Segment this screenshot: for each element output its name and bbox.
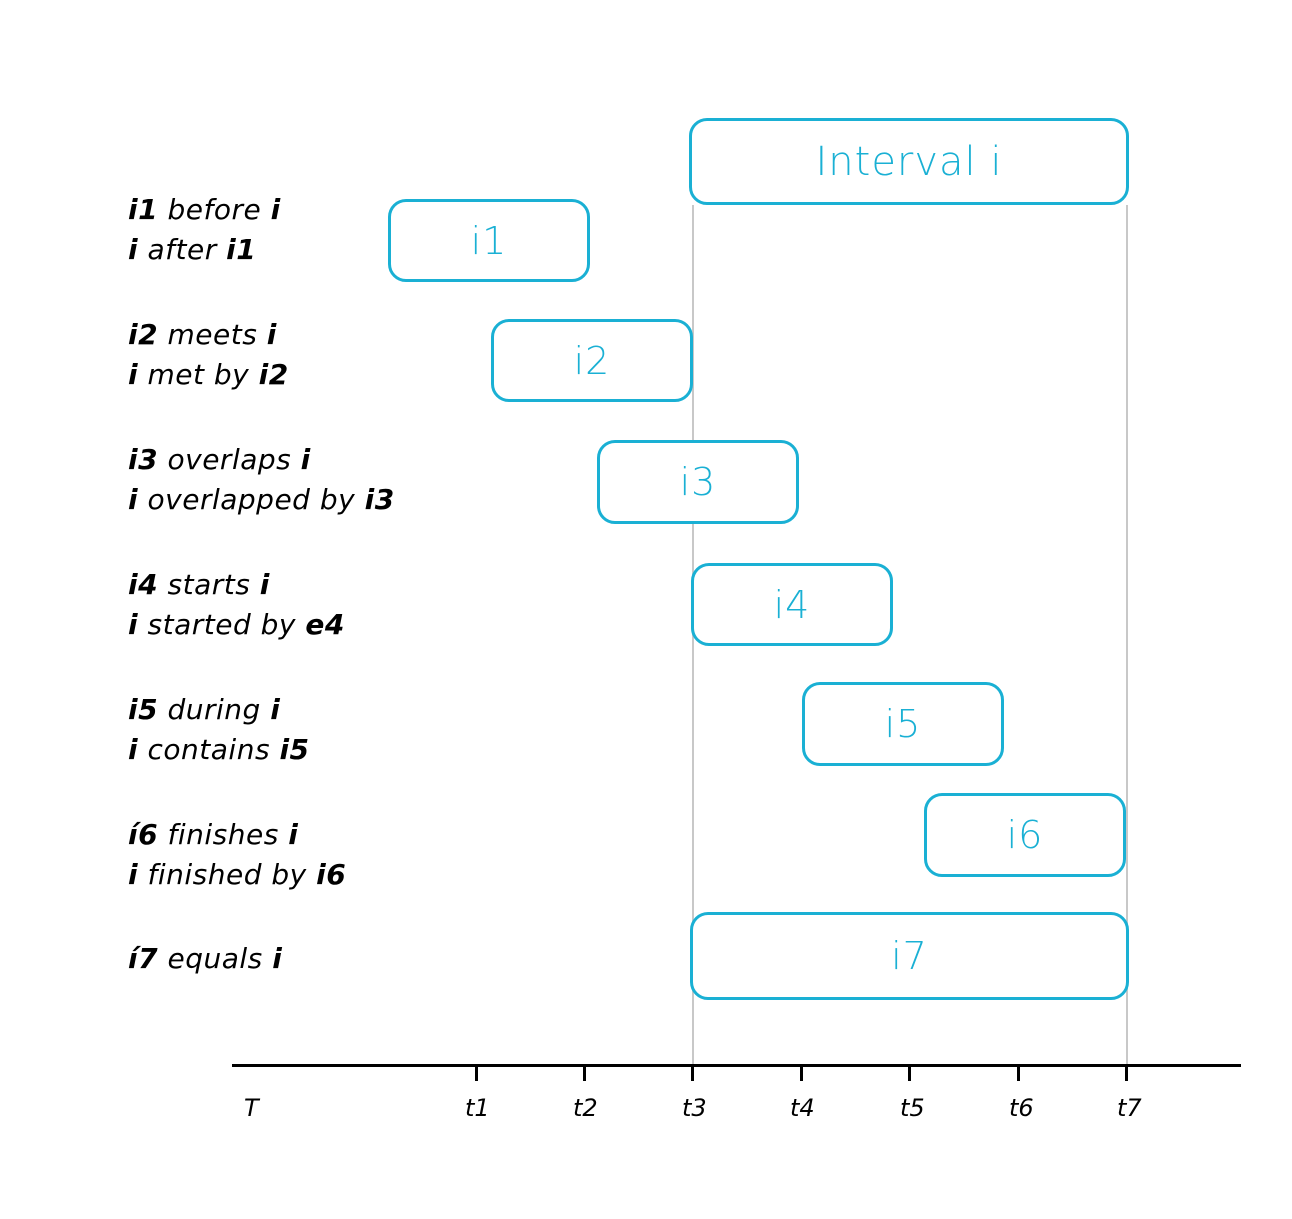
tick-t4 [800,1066,803,1081]
relation-subject: i [128,608,139,641]
relation-verb: finished by [147,858,307,891]
tick-t7 [1125,1066,1128,1081]
tick-t1 [475,1066,478,1081]
relation-object: i [259,568,270,601]
relation-subject: i5 [128,693,159,726]
relation-i3: i3 overlaps i i overlapped by i3 [128,440,395,520]
relation-object: i [266,318,277,351]
relation-verb: meets [167,318,258,351]
guide-line-t7 [1126,205,1128,1068]
interval-i2-box: i2 [491,319,693,402]
relation-object: i [300,443,311,476]
relation-line: i4 starts i [128,565,345,605]
tick-label-t4: t4 [790,1094,815,1122]
relation-object: i [270,193,281,226]
tick-label-t1: t1 [465,1094,490,1122]
tick-label-t6: t6 [1009,1094,1034,1122]
relation-object: i6 [316,858,347,891]
relation-line: i finished by i6 [128,855,346,895]
tick-t5 [908,1066,911,1081]
interval-i7-box: i7 [690,912,1129,1000]
relation-verb: started by [147,608,296,641]
tick-label-t7: t7 [1117,1094,1142,1122]
interval-i4-label: i4 [773,582,811,627]
relation-line: i5 during i [128,690,310,730]
relation-subject: í7 [128,942,159,975]
relation-subject: i3 [128,443,159,476]
interval-i3-label: i3 [679,460,717,504]
relation-line: i contains i5 [128,730,310,770]
relation-i1: i1 before i i after i1 [128,190,281,270]
relation-object: i3 [364,483,395,516]
relation-object: i2 [258,358,289,391]
interval-i1-label: i1 [470,218,508,263]
relation-line: i overlapped by i3 [128,480,395,520]
relation-line: i2 meets i [128,315,289,355]
relation-subject: i [128,358,139,391]
interval-i5-label: i5 [884,702,922,746]
relation-line: i met by i2 [128,355,289,395]
relation-verb: after [147,233,217,266]
relation-verb: contains [147,733,271,766]
relation-object: e4 [305,608,345,641]
tick-t3 [691,1066,694,1081]
interval-i3-box: i3 [597,440,799,524]
relation-line: i3 overlaps i [128,440,395,480]
interval-i-label: Interval i [815,138,1003,185]
relation-object: i [270,693,281,726]
relation-i5: i5 during i i contains i5 [128,690,310,770]
interval-i4-box: i4 [691,563,893,646]
time-axis [232,1064,1241,1067]
interval-i7-label: i7 [891,934,928,978]
relation-verb: equals [167,942,263,975]
relation-i6: í6 finishes i i finished by i6 [128,815,346,895]
relation-verb: met by [147,358,250,391]
interval-i1-box: i1 [388,199,590,282]
relation-line: i1 before i [128,190,281,230]
relation-subject: i [128,858,139,891]
relation-line: i after i1 [128,230,281,270]
relation-verb: before [167,193,262,226]
interval-i5-box: i5 [802,682,1004,766]
interval-i6-box: i6 [924,793,1126,877]
relation-subject: i [128,483,139,516]
relation-line: i started by e4 [128,605,345,645]
relation-subject: i [128,233,139,266]
relation-verb: overlapped by [147,483,356,516]
relation-subject: i4 [128,568,159,601]
relation-verb: starts [167,568,251,601]
relation-verb: finishes [167,818,279,851]
relation-verb: during [167,693,261,726]
relation-object: i [288,818,299,851]
interval-i2-label: i2 [573,338,611,383]
relation-line: í6 finishes i [128,815,346,855]
axis-label-t: T [244,1094,259,1122]
tick-label-t3: t3 [682,1094,707,1122]
relation-i4: i4 starts i i started by e4 [128,565,345,645]
tick-t6 [1017,1066,1020,1081]
interval-i-box: Interval i [689,118,1129,205]
relation-object: i [272,942,283,975]
relation-object: i5 [279,733,310,766]
interval-i6-label: i6 [1006,813,1044,857]
relation-subject: í6 [128,818,159,851]
tick-label-t2: t2 [573,1094,598,1122]
tick-t2 [583,1066,586,1081]
relation-subject: i [128,733,139,766]
relation-verb: overlaps [167,443,292,476]
tick-label-t5: t5 [900,1094,925,1122]
relation-line: í7 equals i [128,939,282,979]
relation-i2: i2 meets i i met by i2 [128,315,289,395]
relation-subject: i2 [128,318,159,351]
relation-subject: i1 [128,193,159,226]
relation-i7: í7 equals i [128,939,282,979]
relation-object: i1 [226,233,257,266]
